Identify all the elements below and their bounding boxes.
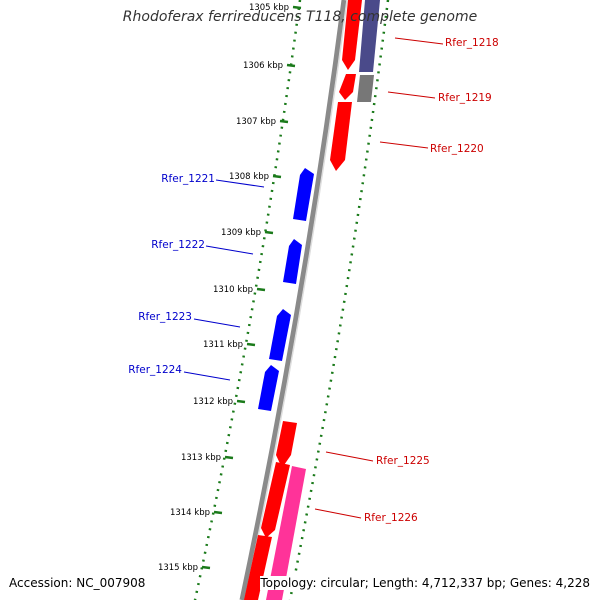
- accession-text: Accession: NC_007908: [9, 576, 146, 590]
- gene-label[interactable]: Rfer_1220: [430, 143, 484, 155]
- map-title: Rhodoferax ferrireducens T118, complete …: [122, 9, 478, 25]
- tick-label: 1309 kbp: [221, 228, 261, 238]
- tick-mark: [224, 455, 234, 460]
- tick-mark: [256, 287, 266, 292]
- gene-leader-line: [325, 451, 374, 462]
- tick-label: 1306 kbp: [243, 61, 283, 71]
- plus-strand-genes: [244, 0, 380, 600]
- tick-mark: [264, 230, 274, 235]
- gene-pink-1226b[interactable]: [266, 466, 306, 600]
- gene-leader-line: [314, 508, 362, 519]
- tick-label: 1310 kbp: [213, 285, 253, 295]
- tick-label: 1313 kbp: [181, 453, 221, 463]
- tick-label: 1311 kbp: [203, 340, 243, 350]
- gene-leader-line: [215, 179, 265, 188]
- gene-gray-1219b[interactable]: [357, 75, 374, 102]
- tick-mark: [279, 119, 289, 124]
- tick-mark: [236, 399, 246, 404]
- gene-label[interactable]: Rfer_1222: [151, 239, 205, 251]
- gene-leader-line: [379, 141, 429, 149]
- gene-rfer-1221[interactable]: [293, 168, 314, 221]
- gene-label[interactable]: Rfer_1221: [161, 173, 215, 185]
- gene-slate-1218b[interactable]: [359, 0, 380, 72]
- genome-summary: Topology: circular; Length: 4,712,337 bp…: [260, 576, 590, 590]
- tick-label: 1312 kbp: [193, 397, 233, 407]
- gene-leader-line: [387, 91, 436, 99]
- gene-label[interactable]: Rfer_1219: [438, 92, 492, 104]
- genome-backbone-highlight: [244, 0, 348, 600]
- gene-label[interactable]: Rfer_1224: [128, 364, 182, 376]
- genome-backbone: [239, 0, 347, 600]
- gene-label[interactable]: Rfer_1223: [138, 311, 192, 323]
- tick-mark: [201, 565, 211, 570]
- feature-track-outer: [288, 0, 390, 600]
- tick-label: 1308 kbp: [229, 172, 269, 182]
- gene-leader-line: [183, 371, 231, 381]
- tick-label: 1315 kbp: [158, 563, 198, 573]
- tick-label: 1307 kbp: [236, 117, 276, 127]
- tick-mark: [246, 342, 256, 347]
- gene-rfer-1224[interactable]: [258, 365, 279, 411]
- gene-rfer-1220[interactable]: [330, 102, 352, 171]
- gene-leader-line: [193, 318, 241, 328]
- gene-rfer-1225[interactable]: [276, 421, 297, 468]
- minus-strand-genes: [258, 168, 314, 411]
- gene-rfer-1226[interactable]: [261, 462, 290, 538]
- tick-mark: [292, 5, 302, 10]
- tick-mark: [286, 63, 296, 68]
- gene-label[interactable]: Rfer_1225: [376, 455, 430, 467]
- gene-red-extra[interactable]: [244, 535, 272, 600]
- gene-leader-line: [205, 245, 254, 255]
- gene-rfer-1218[interactable]: [342, 0, 362, 70]
- tick-label: 1305 kbp: [249, 3, 289, 13]
- tick-mark: [213, 510, 223, 515]
- tick-label: 1314 kbp: [170, 508, 210, 518]
- gene-label[interactable]: Rfer_1218: [445, 37, 499, 49]
- tick-mark: [272, 174, 282, 179]
- gene-rfer-1219[interactable]: [339, 74, 356, 100]
- gene-rfer-1222[interactable]: [283, 239, 302, 284]
- gene-rfer-1223[interactable]: [269, 309, 291, 361]
- gene-label[interactable]: Rfer_1226: [364, 512, 418, 524]
- gene-leader-line: [394, 37, 444, 45]
